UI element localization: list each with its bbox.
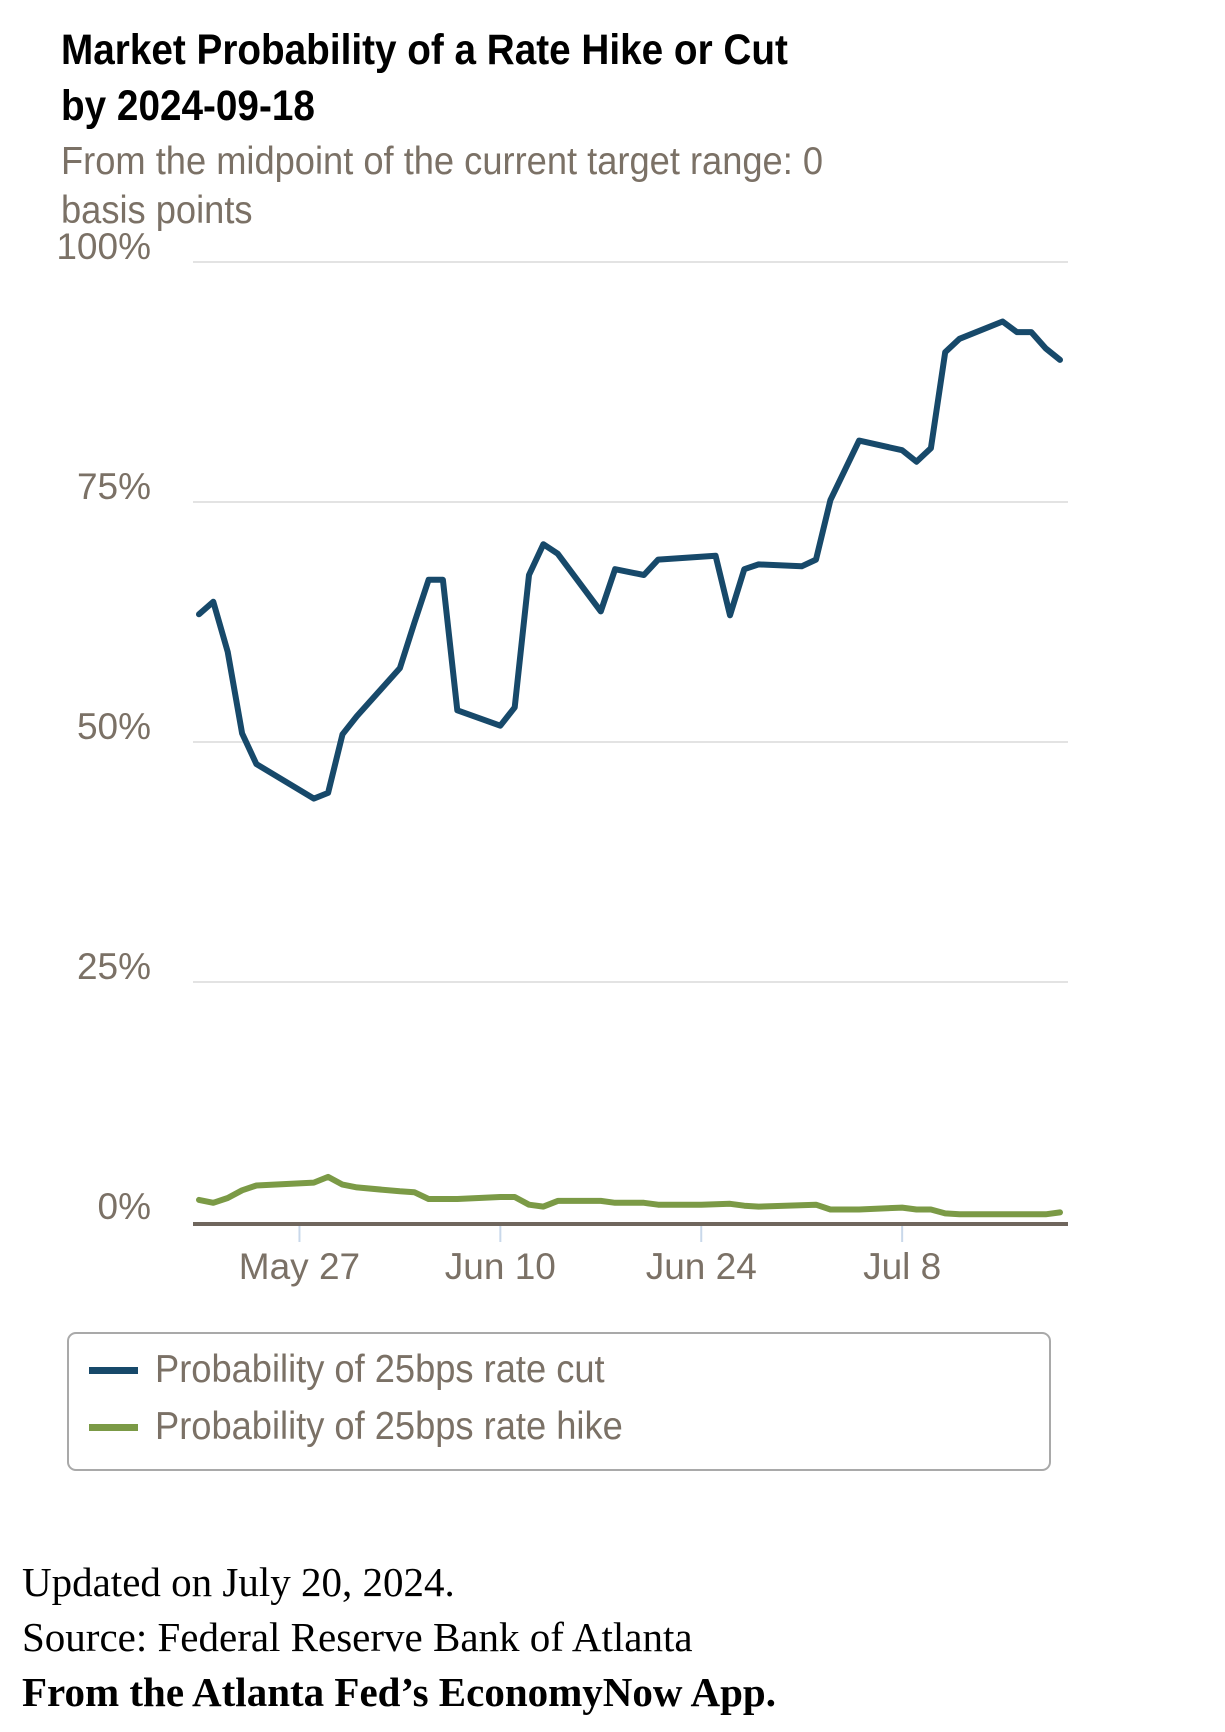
chart-title-line1: Market Probability of a Rate Hike or Cut	[61, 26, 788, 74]
y-tick-label: 50%	[77, 706, 151, 747]
x-tick-label: Jul 8	[863, 1246, 941, 1287]
source-note: Source: Federal Reserve Bank of Atlanta	[22, 1614, 693, 1660]
y-tick-label: 75%	[77, 466, 151, 507]
chart-title: Market Probability of a Rate Hike or Cut…	[61, 22, 788, 134]
x-tick-label: Jun 24	[646, 1246, 757, 1287]
app-credit: From the Atlanta Fed’s EconomyNow App.	[22, 1669, 776, 1715]
chart-subtitle-line2: basis points	[61, 189, 253, 232]
updated-note: Updated on July 20, 2024.	[22, 1559, 455, 1605]
y-axis-labels: 100% 75% 50% 25% 0%	[56, 226, 151, 1227]
x-axis-labels: May 27 Jun 10 Jun 24 Jul 8	[239, 1246, 941, 1287]
x-tick-label: May 27	[239, 1246, 360, 1287]
x-tick-label: Jun 10	[445, 1246, 556, 1287]
legend: Probability of 25bps rate cut Probabilit…	[67, 1332, 1051, 1471]
legend-item-hike[interactable]: Probability of 25bps rate hike	[89, 1405, 658, 1449]
rate-cut-line	[196, 318, 1063, 802]
legend-label-cut: Probability of 25bps rate cut	[155, 1348, 605, 1391]
chart-title-line2: by 2024-09-18	[61, 82, 315, 130]
chart-subtitle: From the midpoint of the current target …	[61, 137, 823, 235]
y-tick-label: 0%	[98, 1186, 151, 1227]
legend-label-hike: Probability of 25bps rate hike	[155, 1405, 623, 1448]
legend-swatch-hike	[89, 1423, 138, 1431]
legend-item-cut[interactable]: Probability of 25bps rate cut	[89, 1348, 638, 1392]
legend-swatch-cut	[89, 1366, 138, 1374]
y-tick-label: 25%	[77, 946, 151, 987]
series-lines	[196, 318, 1063, 1218]
y-tick-label: 100%	[56, 226, 151, 267]
chart-subtitle-line1: From the midpoint of the current target …	[61, 140, 824, 183]
gridlines	[193, 261, 1068, 983]
rate-hike-line	[196, 1173, 1063, 1218]
line-chart: 100% 75% 50% 25% 0% May 27 Jun 10 Jun 24 Jul 8	[56, 226, 1068, 1287]
